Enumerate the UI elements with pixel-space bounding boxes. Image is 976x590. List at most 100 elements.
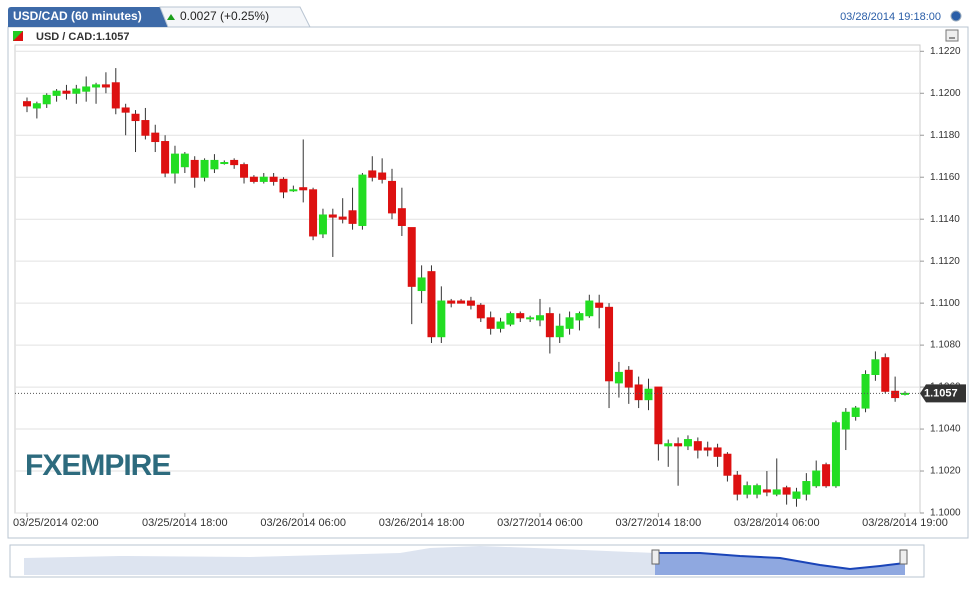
y-tick-label: 1.1120 xyxy=(930,256,960,267)
last-price-box xyxy=(920,384,966,403)
candle-body xyxy=(634,384,643,401)
candle-body xyxy=(466,300,475,306)
candle-body xyxy=(901,392,909,395)
refresh-button[interactable] xyxy=(950,10,962,22)
candle-body xyxy=(871,359,880,375)
candle-body xyxy=(368,170,377,178)
candle-body xyxy=(42,94,51,105)
candle-body xyxy=(101,84,110,88)
candle-body xyxy=(279,178,288,193)
candle-body xyxy=(664,443,673,447)
candle-body xyxy=(526,317,535,320)
candle-body xyxy=(535,315,544,321)
candle-body xyxy=(328,214,337,218)
candle-body xyxy=(861,373,870,409)
x-tick-label: 03/27/2014 18:00 xyxy=(616,517,702,529)
logo: FXEMPIRE xyxy=(25,449,170,482)
candle-body xyxy=(545,313,554,338)
candle-body xyxy=(230,159,239,166)
candle-body xyxy=(289,189,298,192)
candle-body xyxy=(457,300,466,304)
title-tab xyxy=(8,7,168,27)
y-tick-label: 1.1080 xyxy=(930,340,961,351)
candle-body xyxy=(269,176,278,182)
x-tick-label: 03/28/2014 06:00 xyxy=(734,517,820,529)
y-tick-label: 1.1220 xyxy=(930,46,961,57)
y-tick-label: 1.1140 xyxy=(930,214,960,225)
candle-body xyxy=(762,489,771,493)
candle-body xyxy=(161,141,170,174)
candle-body xyxy=(496,321,505,329)
candle-body xyxy=(397,208,406,226)
candle-body xyxy=(841,411,850,430)
candle-body xyxy=(249,176,258,182)
candle-body xyxy=(240,164,249,178)
candle-body xyxy=(417,277,426,292)
candle-body xyxy=(92,84,101,88)
candle-body xyxy=(309,189,318,237)
y-tick-label: 1.1000 xyxy=(930,508,961,519)
candle-body xyxy=(407,227,416,287)
candle-body xyxy=(831,422,840,487)
candle-body xyxy=(723,453,732,476)
candle-body xyxy=(299,187,308,191)
candle-body xyxy=(427,271,436,338)
navigator-history xyxy=(24,546,655,575)
minimize-button[interactable] xyxy=(945,29,959,42)
candle-body xyxy=(52,90,61,96)
candle-body xyxy=(753,485,762,495)
candle-body xyxy=(851,407,860,417)
candle-body xyxy=(220,162,229,165)
timestamp: 03/28/2014 19:18:00 xyxy=(840,11,941,23)
navigator-handle-left[interactable] xyxy=(651,549,660,565)
y-tick-label: 1.1100 xyxy=(930,298,960,309)
candle-body xyxy=(476,304,485,319)
y-tick-label: 1.1020 xyxy=(930,466,961,477)
y-tick-label: 1.1200 xyxy=(930,88,961,99)
y-tick-label: 1.1040 xyxy=(930,424,961,435)
candle-body xyxy=(121,107,130,113)
change-tab xyxy=(159,6,311,28)
candle-body xyxy=(210,159,219,170)
candle-body xyxy=(703,447,712,451)
navigator-handle-right[interactable] xyxy=(899,549,908,565)
y-tick-label: 1.1180 xyxy=(930,130,960,141)
candle-body xyxy=(506,313,515,325)
panel xyxy=(7,26,969,539)
candle-body xyxy=(486,317,495,329)
candle-body xyxy=(674,443,683,447)
chart-title: USD/CAD (60 minutes) xyxy=(13,9,142,23)
candle-body xyxy=(792,491,801,499)
candle-body xyxy=(447,300,456,304)
legend-text: USD / CAD:1.1057 xyxy=(36,31,130,43)
candle-body xyxy=(891,390,900,399)
candle-body xyxy=(348,210,357,224)
candle-body xyxy=(338,216,347,220)
x-tick-label: 03/26/2014 18:00 xyxy=(379,517,465,529)
candle-body xyxy=(200,159,209,178)
x-tick-label: 03/27/2014 06:00 xyxy=(497,517,583,529)
candle-body xyxy=(23,101,31,107)
candle-body xyxy=(881,357,890,392)
navigator-selection xyxy=(655,553,905,575)
change: 0.0027 (+0.25%) xyxy=(180,9,269,23)
x-tick-label: 03/26/2014 06:00 xyxy=(260,517,346,529)
candle-body xyxy=(437,300,446,338)
candle-body xyxy=(822,464,831,487)
x-tick-label: 03/28/2014 19:00 xyxy=(862,517,948,529)
candle-body xyxy=(743,485,752,495)
candle-body xyxy=(605,306,614,382)
candle-body xyxy=(683,439,692,447)
candle-body xyxy=(180,153,189,168)
candle-body xyxy=(388,180,397,214)
legend-icon-down xyxy=(13,31,23,41)
candle-body xyxy=(131,113,140,122)
candle-body xyxy=(190,159,199,178)
candle-body xyxy=(111,82,120,109)
candle-body xyxy=(654,386,663,445)
candle-body xyxy=(565,317,574,329)
candle-body xyxy=(575,313,584,321)
candle-body xyxy=(713,447,722,457)
